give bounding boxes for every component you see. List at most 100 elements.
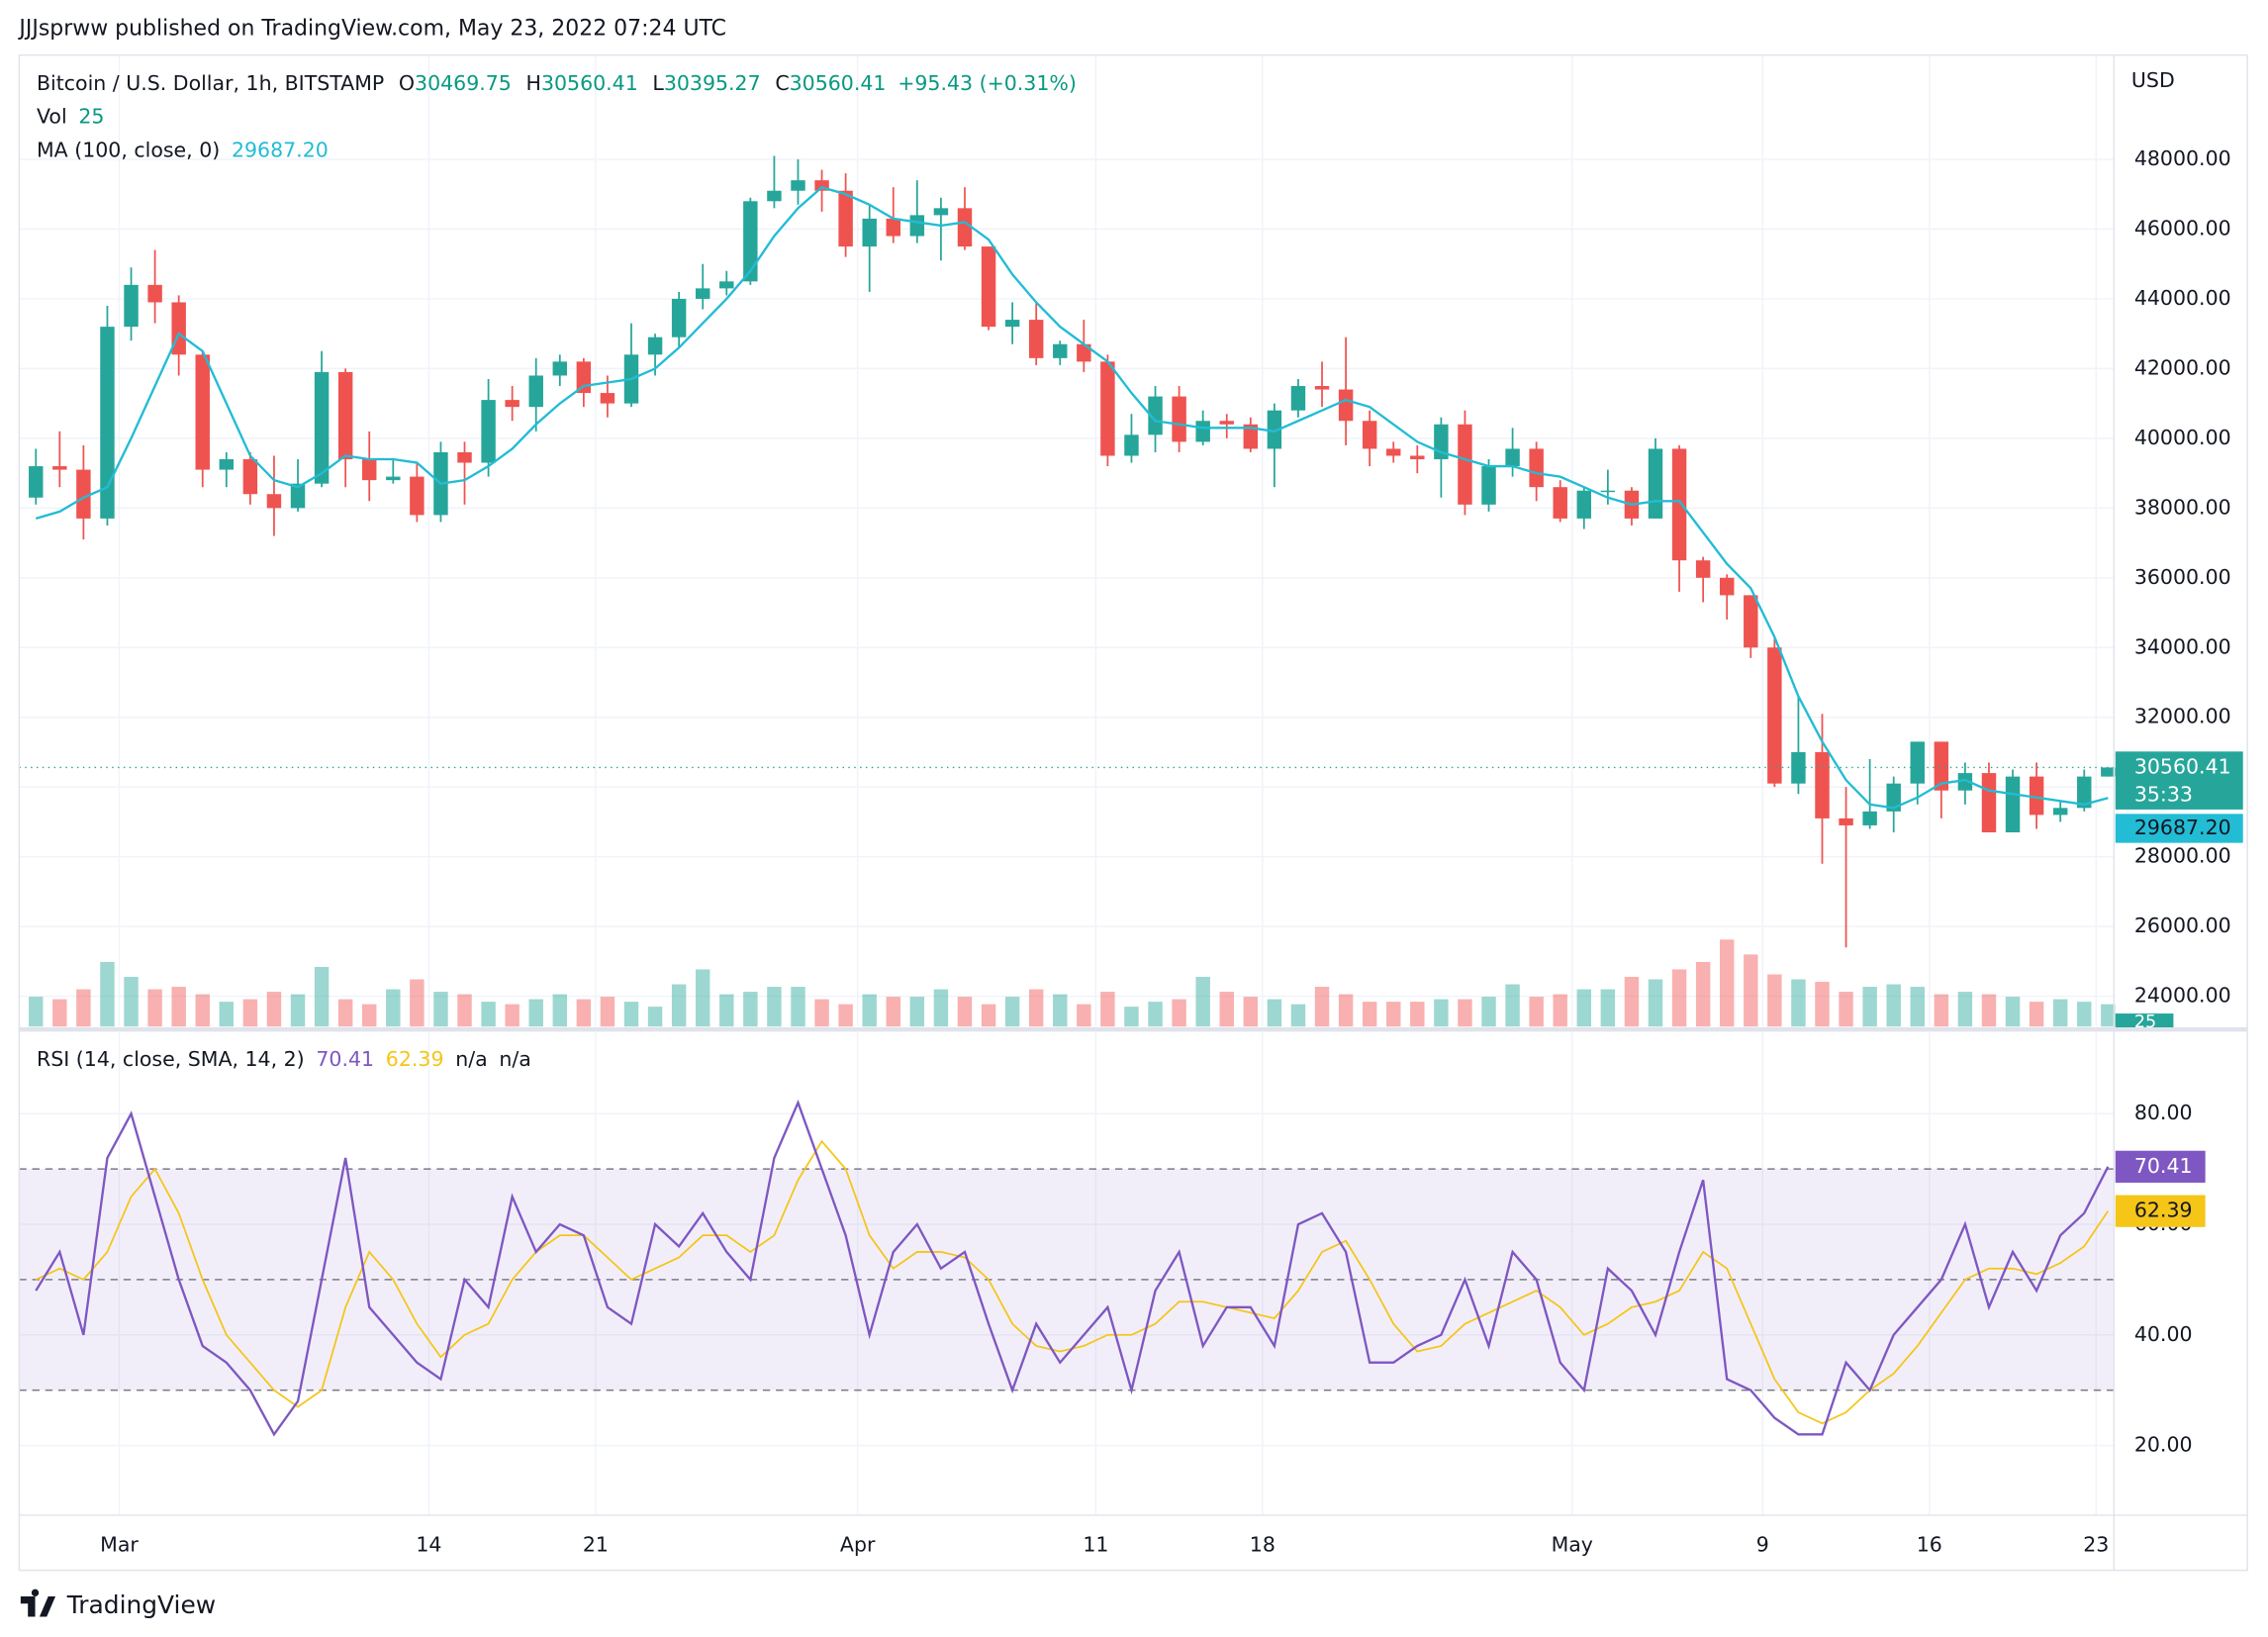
candle-body [1314,386,1330,390]
y-tick-label: 40.00 [2134,1322,2193,1346]
volume-bar [862,994,877,1027]
ma-price-label: 29687.20 [2134,816,2231,839]
candle-body [1695,560,1711,578]
candle-body [1028,320,1044,358]
candle-body [124,284,139,328]
volume-bar [600,997,615,1027]
volume-bar [838,1004,853,1027]
volume-bar [1839,992,1853,1027]
candle-body [386,476,401,481]
change: +95.43 (+0.31%) [898,71,1077,95]
volume-legend: Vol 25 [37,105,104,129]
na-value: n/a [499,1047,530,1071]
candle-body [1600,490,1616,493]
volume-bar [1981,994,1997,1027]
volume-bar [1053,994,1068,1027]
volume-bar [743,992,758,1027]
volume-bar [1695,961,1711,1027]
volume-bar [147,989,162,1027]
volume-bar [1719,939,1735,1027]
volume-bar [957,997,973,1027]
candle-body [1267,410,1282,449]
volume-bar [719,994,734,1027]
candle-body [76,469,91,519]
candle-body [1744,595,1758,648]
volume-bar [1957,992,1973,1027]
volume-bar [1314,987,1330,1027]
candle-body [1910,741,1925,784]
candle-body [719,281,734,289]
candle-body [147,284,162,303]
candle-body [791,180,805,191]
candle-body [1505,448,1520,467]
ma-box [2115,814,2243,843]
volume-bar [195,994,210,1027]
volume-bar [76,989,91,1027]
volume-bar [552,994,568,1027]
publish-note: JJJsprww published on TradingView.com, M… [17,16,726,41]
volume-bar [1148,1002,1163,1027]
volume-bar [1744,954,1758,1027]
candle-body [1815,751,1830,818]
volume-bar [1028,989,1044,1027]
candle-body [2005,776,2021,832]
volume-value: 25 [78,105,104,129]
candle-body [552,361,568,376]
volume-bar [362,1004,377,1027]
candle-body [1934,741,1949,791]
volume-bar [1219,992,1234,1027]
candle-body [1767,647,1782,784]
candle-body [1219,421,1234,425]
volume-bar [767,987,782,1027]
volume-bar [1505,984,1520,1027]
rsi-sma-value: 62.39 [386,1047,444,1071]
volume-bar [1386,1002,1401,1027]
volume-bar [1077,1004,1091,1027]
volume-bar [1267,999,1282,1027]
volume-bar [100,961,115,1027]
candle-body [1077,343,1091,362]
volume-bar [1243,997,1259,1027]
candle-body [814,180,829,191]
volume-bar [1815,982,1830,1027]
volume-bar [1172,999,1186,1027]
candle-body [1386,448,1401,456]
rsi-axis-label: 70.41 [2134,1154,2193,1178]
volume-name: Vol [37,105,67,129]
candle-body [362,459,377,481]
candle-body [671,298,687,337]
last-price-box [2115,751,2243,810]
currency: USD [2131,68,2175,92]
y-tick-label: 44000.00 [2134,286,2231,310]
volume-bar [1934,994,1949,1027]
candle-body [528,375,543,408]
na-value: n/a [455,1047,487,1071]
candle-body [767,190,782,202]
volume-bar [242,999,258,1027]
y-tick-label: 24000.00 [2134,984,2231,1008]
ohlc-key: H [526,71,541,95]
volume-bar [52,999,67,1027]
candle-body [1529,448,1544,488]
logo [20,1589,56,1617]
volume-bar [1124,1007,1139,1027]
candle-body [647,337,663,355]
volume-bar [1553,994,1567,1027]
candle-body [1957,773,1973,791]
y-tick-label: 28000.00 [2134,844,2231,868]
ohlc-value: 30469.75 [415,71,512,95]
ma-legend: MA (100, close, 0) 29687.20 [37,138,329,161]
ma-value: 29687.20 [232,138,329,161]
ma-line [35,185,2109,810]
x-tick-label: Mar [100,1533,139,1557]
candle-body [838,190,853,247]
rsi-value: 70.41 [316,1047,374,1071]
candle-body [1124,434,1139,456]
candle-body [505,400,520,408]
volume-bar [2029,1002,2044,1027]
volume-bar [1767,974,1782,1027]
symbol-title: Bitcoin / U.S. Dollar, 1h, BITSTAMP [37,71,384,95]
candle-body [337,371,353,460]
x-tick-label: 14 [416,1533,441,1557]
